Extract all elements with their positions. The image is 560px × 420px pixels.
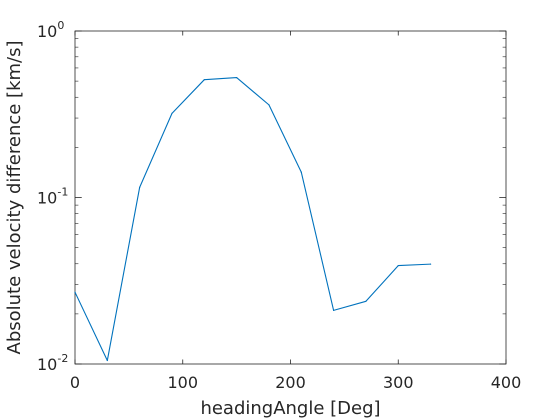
data-point [429,263,432,265]
data-point [365,300,367,302]
x-tick-label: 400 [491,373,522,392]
data-point [397,264,399,267]
series-layer [74,76,432,362]
x-tick-label: 200 [275,373,306,392]
ticks: 0 100 200 300 400 10-2 10-1 100 [37,19,521,392]
data-point [106,359,108,362]
x-tick-label: 100 [167,373,198,392]
x-axis-label: headingAngle [Deg] [200,398,380,419]
data-point [333,309,335,311]
series-line [74,77,431,362]
data-point [300,171,302,173]
y-tick-label: 10-2 [37,352,68,374]
data-point [236,76,238,79]
y-axis-label: Absolute velocity difference [km/s] [4,41,25,355]
x-tick-label: 300 [383,373,414,392]
plot-area [74,30,507,365]
data-point [268,104,270,106]
data-point [74,291,76,293]
data-point [203,79,205,81]
data-point [139,186,141,188]
data-point [171,112,173,114]
y-tick-label: 100 [37,19,64,41]
y-tick-label: 10-1 [37,186,68,208]
x-tick-label: 0 [70,373,80,392]
